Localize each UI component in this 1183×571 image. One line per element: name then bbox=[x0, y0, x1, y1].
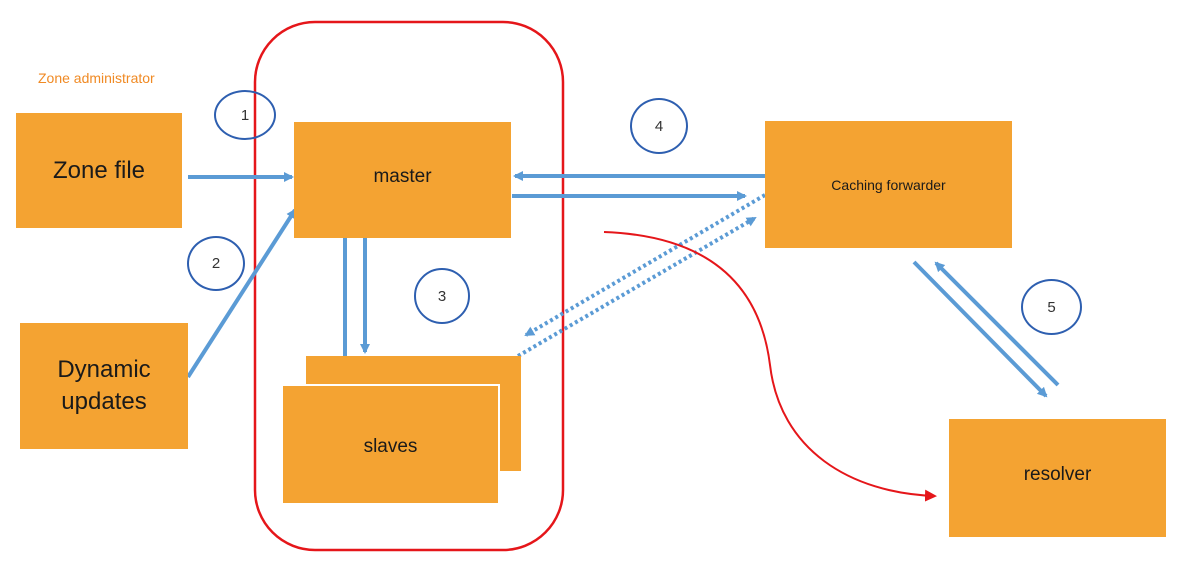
master-box: master bbox=[294, 122, 511, 238]
slaves-label: slaves bbox=[363, 435, 418, 457]
resolver-box: resolver bbox=[949, 419, 1166, 537]
red-curve-arrow-to-resolver bbox=[603, 231, 937, 502]
step-3-circle: 3 bbox=[414, 268, 470, 324]
arrow-resolver-to-forwarder bbox=[934, 261, 1060, 387]
dynamic-updates-box: Dynamic updates bbox=[20, 323, 188, 449]
step-1-circle: 1 bbox=[214, 90, 276, 140]
step-5-circle: 5 bbox=[1021, 279, 1082, 335]
master-label: master bbox=[373, 166, 432, 187]
step-2-circle: 2 bbox=[187, 236, 245, 291]
caching-forwarder-label: Caching forwarder bbox=[831, 176, 946, 193]
zone-file-box: Zone file bbox=[16, 113, 182, 228]
caching-forwarder-box: Caching forwarder bbox=[765, 121, 1012, 248]
step-4-circle: 4 bbox=[630, 98, 688, 154]
dynamic-updates-label: Dynamic updates bbox=[57, 356, 151, 415]
zone-file-label: Zone file bbox=[52, 156, 146, 184]
resolver-label: resolver bbox=[1023, 464, 1092, 485]
arrow-updates-to-master bbox=[186, 208, 297, 379]
dotted-arrow-forwarder-to-slaves bbox=[524, 193, 767, 337]
zone-administrator-label: Zone administrator bbox=[38, 70, 155, 86]
authoritative-group-outline bbox=[253, 20, 565, 552]
slaves-box: slaves bbox=[281, 384, 500, 505]
arrow-forwarder-to-resolver bbox=[912, 260, 1048, 398]
dotted-arrow-slaves-to-forwarder bbox=[516, 216, 757, 358]
